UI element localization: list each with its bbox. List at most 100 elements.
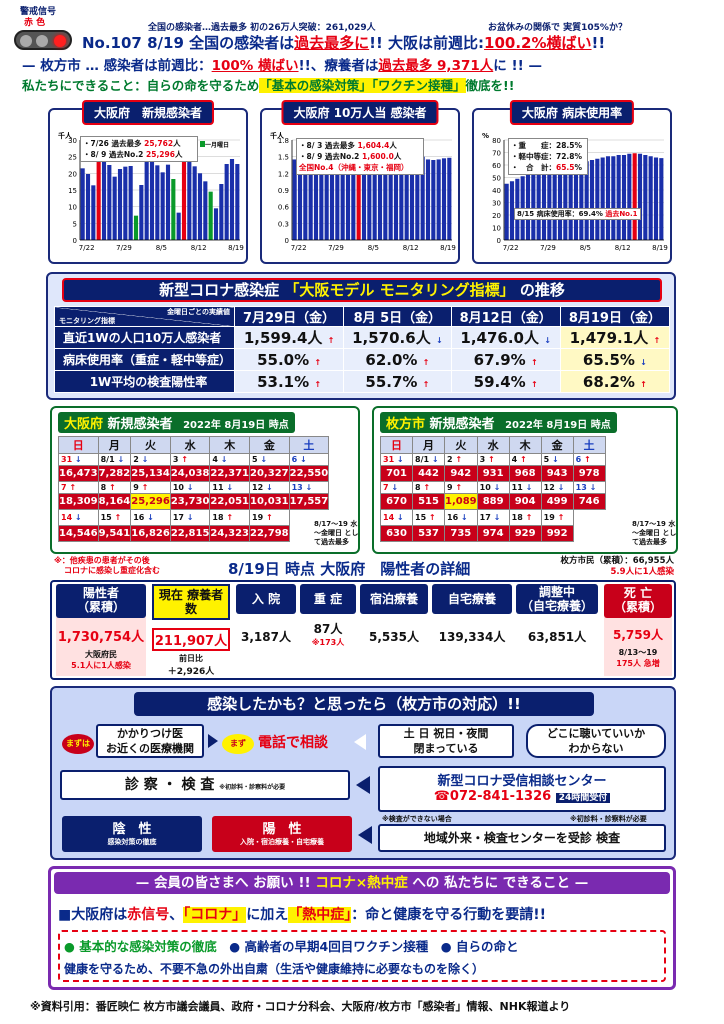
x-tick-label: 8/5 (368, 244, 379, 252)
calendar-date: 19 (543, 513, 555, 522)
calendar-cell: 19 ↑ (249, 509, 290, 526)
calendar-date: 7 (383, 483, 389, 492)
bar (297, 158, 303, 240)
header-note-right: お盆休みの関係で 実質105%か？ (488, 23, 627, 33)
detail-adjusting-value: 63,851人 (516, 628, 598, 645)
monitoring-title-c: の推移 (519, 281, 565, 299)
x-tick-label: 8/5 (580, 244, 591, 252)
calendar-date-row: 7 ↑ 8 ↑ 9 ↑ 10 ↓ 11 ↓ 12 ↓ 13 ↓ (58, 481, 330, 494)
bar (351, 151, 356, 240)
detail-home-header: 自宅療養 (432, 584, 512, 614)
calendar-date: 9 (133, 483, 139, 492)
monitoring-row-label: 病床使用率（重症・軽中等症） (54, 348, 235, 371)
weekday-label: 月 (412, 436, 445, 454)
y-tick-label: 0 (73, 237, 77, 245)
calendar-date: 11 (511, 483, 523, 492)
calendar-cell: 15 ↑ (97, 509, 132, 526)
chart3-note3-b: 65.5 (556, 163, 575, 172)
monitoring-cell: 1,476.0人 ↓ (450, 326, 561, 349)
chart3-note2: 8/15 病床使用率：69.4% 過去No.1 (514, 208, 641, 220)
trend-arrow-icon: ↓ (72, 513, 82, 522)
calendar-value-row: 630 537 735 974 929 992 (380, 525, 606, 542)
daily-count: 10,031 (249, 493, 290, 510)
trend-arrow-icon: ↑ (452, 455, 463, 464)
daily-count: 16,473 (58, 465, 99, 482)
monitoring-value: 65.5% (582, 350, 635, 369)
bar (425, 159, 431, 240)
chart1-legend-label: 一月曜日 (205, 142, 230, 149)
trend-arrow-icon: ↓ (586, 483, 597, 492)
header-note-left: 全国の感染者…過去最多 初の26万人突破：261,029人 (148, 23, 376, 33)
signal-value: 赤 色 (24, 18, 46, 28)
detail-hospital-header: 入 院 (236, 584, 296, 614)
trend-arrow-icon: ↓ (544, 336, 551, 345)
bar (107, 165, 112, 240)
chart2-note-line2: ・8/ 9 過去No.2 1,600.0人 (299, 151, 421, 162)
trend-arrow-icon: ↑ (178, 455, 188, 464)
calendar-date: 31 (383, 455, 395, 464)
trend-arrow-icon: ↑ (522, 513, 533, 522)
monitoring-value: 68.2% (582, 372, 635, 391)
calendar-cell: 16 ↓ (130, 509, 171, 526)
calendar-cell: 11 ↓ (508, 481, 542, 494)
daily-count: 630 (380, 525, 413, 542)
trend-arrow-icon: ↓ (257, 455, 268, 464)
calendar-cell: 9 ↑ (444, 481, 478, 494)
request-title-a: — 会員の皆さまへ お願い !! (135, 875, 316, 891)
chart3-note-line1: ・重 症：28.5% (511, 141, 583, 150)
bar (436, 159, 441, 240)
daily-count: 23,730 (169, 493, 211, 510)
headline-3: 私たちにできること：自らの命を守るため「基本の感染対策」「ワクチン接種」徹底を!… (22, 75, 514, 94)
monitoring-row-2: 1W平均の検査陽性率 53.1% ↑ 55.7% ↑ 59.4% ↑ 68.2%… (54, 370, 671, 393)
chart1-note2-a: ・8/ 9 過去No.2 (83, 150, 147, 159)
calendar-cell: 18 ↑ (209, 509, 251, 526)
monitoring-corner-bottom: モニタリング指標 (59, 317, 115, 325)
detail-hotel-value: 5,535人 (360, 628, 428, 645)
calendar-date-row: 7 ↓ 8 ↑ 9 ↑ 10 ↓ 11 ↓ 12 ↓ 13 ↓ (380, 481, 606, 494)
request-line1-g: ：命と健康を守る行動を要請!! (351, 907, 547, 923)
calendar-cell: 31 ↓ (380, 453, 413, 466)
y-tick-label: 1.2 (278, 170, 289, 178)
phone-consult: 電話で相談 (258, 735, 328, 751)
calendar-date: 6 (291, 455, 298, 464)
calendar-date: 31 (61, 455, 73, 464)
positive-label: 陽 性 (262, 822, 302, 837)
consult-center-tel-row: ☎072-841-1326 24時間受付 (380, 789, 664, 804)
hirakata-cal-date: 2022年 8月19日 時点 (505, 420, 611, 431)
calendar-cell: 10 ↓ (476, 481, 510, 494)
calendar-date: 9 (447, 483, 453, 492)
request-title: — 会員の皆さまへ お願い !! コロナ×熱中症 への 私たちに できること — (54, 872, 670, 894)
calendar-value-row: 14,546 9,541 16,826 22,815 24,323 22,798 (58, 525, 329, 542)
calendar-cell: 9 ↑ (130, 481, 171, 494)
arrow-right-icon (208, 734, 218, 748)
chart2-note: ・8/ 3 過去最多 1,604.4人 ・8/ 9 過去No.2 1,600.0… (296, 138, 424, 175)
detail-hospital: 入 院 3,187人 (236, 584, 296, 656)
monitoring-cell: 62.0% ↑ (343, 348, 452, 371)
trend-arrow-icon: ↓ (144, 513, 154, 522)
calendar-value-row: 701 442 942 931 968 943 978 (380, 465, 606, 482)
calendar-date-row: 14 ↓ 15 ↑ 16 ↓ 17 ↓ 18 ↑ 19 ↑ (58, 509, 329, 526)
calendar-cell (573, 510, 605, 526)
calendar-date: 16 (447, 513, 459, 522)
detail-death-header: 死 亡 （累積） (604, 584, 672, 618)
headline-2-b: 100% 横ばい (211, 58, 299, 74)
detail-frame (50, 580, 676, 680)
calendar-date: 10 (479, 483, 491, 492)
bar (589, 160, 595, 240)
exam-label: 診 察 ・ 検 査 (124, 777, 215, 793)
calendar-value-row: 16,473 7,282 25,134 24,038 22,371 20,327 22,55… (58, 465, 330, 482)
bar (372, 151, 377, 240)
detail-positive-note2: 5.1人に1人感染 (71, 661, 131, 670)
note-fee: ※初診料・診察料が必要 (570, 815, 647, 823)
daily-count: 942 (444, 465, 478, 482)
calendar-date: 3 (172, 455, 179, 464)
bar (525, 173, 531, 240)
trend-arrow-icon: ↓ (522, 483, 533, 492)
bar (192, 166, 197, 240)
y-tick-label: 20 (492, 212, 501, 220)
bar (292, 159, 297, 240)
bar (203, 181, 208, 240)
bar (431, 160, 436, 240)
calendar-cell: 8 ↑ (412, 481, 445, 494)
y-tick-label: 0 (497, 237, 501, 245)
